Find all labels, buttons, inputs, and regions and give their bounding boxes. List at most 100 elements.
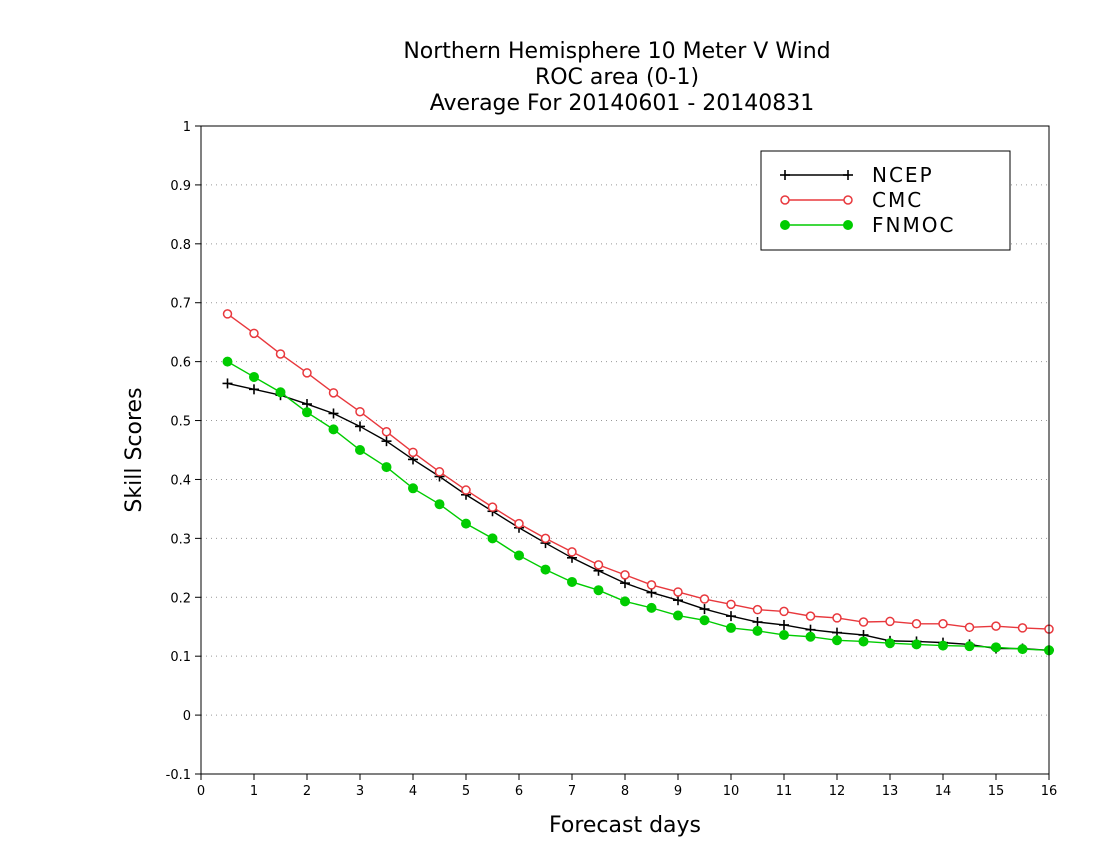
data-point-fnmoc	[355, 445, 365, 455]
data-point-cmc	[1017, 623, 1028, 633]
data-point-fnmoc	[938, 640, 948, 651]
y-tick-label: 0.5	[170, 415, 191, 430]
data-point-fnmoc	[434, 499, 445, 510]
data-point-fnmoc	[752, 625, 763, 636]
data-point-fnmoc	[275, 387, 286, 398]
grid-lines	[201, 184, 1049, 716]
y-tick-label: 1	[183, 120, 191, 135]
legend-marker-cmc	[843, 195, 853, 205]
data-point-cmc	[381, 426, 392, 437]
legend-marker-ncep	[843, 170, 853, 180]
data-point-fnmoc	[911, 639, 922, 650]
x-tick-label: 14	[935, 784, 952, 799]
data-point-ncep	[328, 408, 339, 419]
data-point-cmc	[964, 622, 975, 633]
plot-frame	[200, 125, 1050, 775]
data-point-cmc	[646, 580, 657, 590]
series-fnmoc	[222, 356, 1054, 656]
data-point-fnmoc	[1017, 644, 1028, 655]
data-point-fnmoc	[249, 371, 259, 382]
chart-title-line-2: ROC area (0-1)	[535, 65, 699, 90]
data-point-cmc	[408, 447, 418, 458]
data-point-cmc	[487, 502, 498, 512]
data-point-fnmoc	[673, 610, 683, 621]
data-point-fnmoc	[222, 356, 233, 367]
x-tick-label: 3	[356, 784, 364, 799]
data-point-fnmoc	[885, 638, 895, 649]
y-tick-label: 0.6	[170, 356, 191, 371]
legend-label-ncep: NCEP	[872, 163, 934, 187]
data-point-ncep	[249, 384, 259, 395]
data-point-cmc	[540, 533, 551, 544]
data-point-cmc	[805, 611, 816, 621]
legend-item-ncep: NCEP	[780, 163, 934, 187]
x-tick-label: 1	[250, 784, 258, 799]
data-point-cmc	[673, 587, 683, 597]
data-point-fnmoc	[487, 533, 498, 544]
data-point-fnmoc	[461, 518, 471, 529]
data-point-fnmoc	[408, 483, 418, 494]
data-point-fnmoc	[964, 641, 975, 652]
series-line-ncep	[227, 382, 1050, 651]
data-point-ncep	[222, 378, 233, 389]
x-tick-label: 16	[1041, 784, 1058, 799]
legend-marker-fnmoc	[780, 220, 790, 230]
y-tick-label: -0.1	[166, 768, 191, 783]
data-point-cmc	[249, 328, 259, 339]
x-tick-label: 12	[829, 784, 846, 799]
x-tick-label: 4	[409, 784, 417, 799]
data-point-cmc	[858, 617, 869, 627]
x-tick-label: 5	[462, 784, 470, 799]
data-point-ncep	[752, 617, 763, 628]
legend-item-cmc: CMC	[780, 188, 923, 212]
x-tick-label: 2	[303, 784, 311, 799]
data-point-cmc	[593, 560, 604, 570]
data-point-fnmoc	[514, 550, 524, 561]
y-tick-label: 0.7	[170, 297, 191, 312]
data-point-cmc	[938, 619, 948, 629]
data-point-ncep	[673, 595, 683, 606]
x-tick-label: 11	[776, 784, 793, 799]
data-point-fnmoc	[699, 615, 710, 626]
data-point-fnmoc	[593, 585, 604, 596]
data-point-fnmoc	[858, 636, 869, 647]
y-axis-label: Skill Scores	[122, 387, 147, 512]
data-point-cmc	[699, 594, 710, 604]
chart-title-line-1: Northern Hemisphere 10 Meter V Wind	[403, 39, 830, 64]
data-point-fnmoc	[646, 602, 657, 613]
data-point-ncep	[620, 578, 630, 589]
data-point-cmc	[885, 616, 895, 627]
legend-marker-cmc	[780, 195, 790, 205]
legend-label-fnmoc: FNMOC	[872, 213, 955, 237]
data-point-ncep	[699, 604, 710, 615]
y-tick-label: 0.1	[170, 650, 191, 665]
y-tick-label: 0.3	[170, 532, 191, 547]
data-point-fnmoc	[832, 635, 842, 646]
data-point-cmc	[832, 613, 842, 623]
data-point-cmc	[991, 621, 1001, 631]
data-point-cmc	[461, 485, 471, 495]
x-tick-label: 15	[988, 784, 1005, 799]
data-point-fnmoc	[779, 629, 789, 640]
x-tick-label: 13	[882, 784, 899, 799]
data-point-cmc	[620, 570, 630, 580]
legend-label-cmc: CMC	[872, 188, 923, 212]
axis-ticks: -0.100.10.20.30.40.50.60.70.80.910 1 2 3 4 5 6…	[166, 120, 1058, 799]
data-point-cmc	[434, 467, 445, 477]
data-series	[222, 309, 1054, 656]
data-point-fnmoc	[328, 424, 339, 435]
data-point-ncep	[779, 619, 789, 630]
y-tick-label: 0.2	[170, 591, 191, 606]
x-tick-label: 10	[723, 784, 740, 799]
data-point-cmc	[726, 599, 736, 610]
series-line-cmc	[227, 313, 1050, 630]
data-point-cmc	[222, 309, 233, 319]
series-cmc	[222, 309, 1054, 634]
data-point-cmc	[275, 349, 286, 359]
y-tick-label: 0.4	[170, 473, 191, 488]
x-tick-label: 6	[515, 784, 523, 799]
y-tick-label: 0.8	[170, 238, 191, 253]
data-point-cmc	[779, 606, 789, 617]
